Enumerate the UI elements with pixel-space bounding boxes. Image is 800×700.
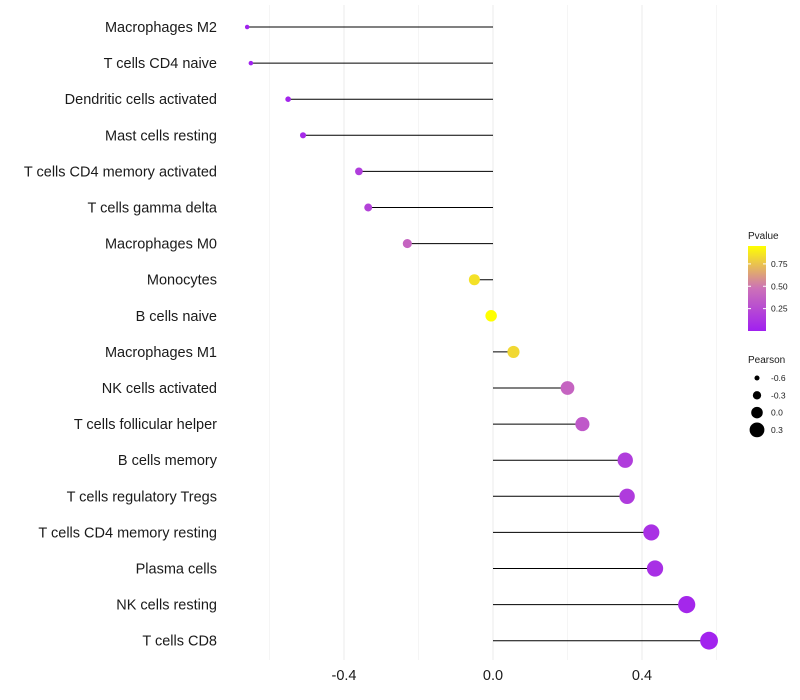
- pvalue-tick-label: 0.50: [771, 281, 788, 291]
- y-axis-category-label: T cells CD4 naive: [104, 56, 217, 72]
- y-axis-category-label: T cells regulatory Tregs: [67, 489, 217, 505]
- y-axis-category-label: NK cells resting: [116, 598, 217, 614]
- y-axis-category-label: T cells CD8: [142, 634, 217, 650]
- x-axis-tick-label: -0.4: [332, 668, 357, 684]
- lollipop-dot: [364, 203, 373, 212]
- y-axis-category-label: T cells CD4 memory activated: [24, 164, 217, 180]
- pearson-legend-label: 0.3: [771, 425, 783, 435]
- pearson-legend-title: Pearson: [748, 355, 785, 366]
- y-axis-labels: Macrophages M2 T cells CD4 naive Dendritic…: [24, 20, 218, 650]
- y-axis-category-label: T cells follicular helper: [74, 417, 217, 433]
- pearson-legend-dot: [751, 406, 763, 419]
- lollipop-dots: [244, 24, 718, 650]
- x-axis-ticks: -0.4 0.0 0.4: [332, 668, 653, 684]
- pvalue-legend-ticks: 0.75 0.50 0.25: [748, 259, 788, 314]
- pearson-legend-dot: [749, 422, 765, 438]
- lollipop-dot: [468, 274, 480, 286]
- lollipop-dot: [560, 381, 575, 395]
- x-axis-tick-label: 0.4: [632, 668, 652, 684]
- y-axis-category-label: Macrophages M0: [105, 237, 217, 253]
- pearson-legend-label: -0.3: [771, 390, 786, 400]
- lollipop-dot: [285, 96, 291, 103]
- pvalue-legend: Pvalue 0.75 0.50 0.25: [748, 231, 788, 331]
- pearson-legend-dot: [752, 391, 762, 400]
- x-axis-tick-label: 0.0: [483, 668, 503, 684]
- pearson-legend-label: -0.6: [771, 373, 786, 383]
- lollipop-dot: [617, 452, 633, 468]
- y-axis-category-label: Monocytes: [147, 273, 217, 289]
- grid-lines: [269, 5, 717, 660]
- lollipop-dot: [646, 560, 664, 577]
- pearson-legend: Pearson -0.6 -0.3 0.0 0.3: [748, 355, 786, 438]
- y-axis-category-label: Macrophages M1: [105, 345, 217, 361]
- pvalue-legend-title: Pvalue: [748, 231, 779, 242]
- lollipop-dot: [299, 132, 307, 139]
- lollipop-dot: [355, 167, 363, 176]
- y-axis-category-label: Mast cells resting: [105, 128, 217, 144]
- lollipop-dot: [402, 239, 412, 249]
- y-axis-category-label: NK cells activated: [102, 381, 217, 397]
- pvalue-colorbar: [748, 246, 766, 331]
- y-axis-category-label: T cells CD4 memory resting: [38, 525, 217, 541]
- y-axis-category-label: B cells memory: [118, 453, 218, 469]
- pearson-legend-label: 0.0: [771, 408, 783, 418]
- lollipop-dot: [643, 524, 660, 541]
- pvalue-tick-label: 0.75: [771, 259, 788, 269]
- pearson-legend-entries: -0.6 -0.3 0.0 0.3: [749, 373, 786, 438]
- lollipop-dot: [248, 60, 254, 66]
- pearson-legend-dot: [754, 375, 760, 381]
- lollipop-dot: [619, 488, 635, 505]
- lollipop-dot: [485, 310, 497, 322]
- lollipop-stems: [247, 26, 710, 642]
- lollipop-dot: [700, 631, 718, 650]
- y-axis-category-label: Dendritic cells activated: [65, 92, 217, 108]
- y-axis-category-label: Plasma cells: [136, 562, 217, 578]
- lollipop-dot: [678, 596, 696, 614]
- y-axis-category-label: B cells naive: [136, 309, 217, 325]
- pvalue-tick-label: 0.25: [771, 304, 788, 314]
- y-axis-category-label: T cells gamma delta: [88, 201, 218, 217]
- y-axis-category-label: Macrophages M2: [105, 20, 217, 36]
- lollipop-dot: [507, 345, 520, 358]
- lollipop-dot: [244, 24, 250, 30]
- lollipop-dot: [575, 417, 590, 432]
